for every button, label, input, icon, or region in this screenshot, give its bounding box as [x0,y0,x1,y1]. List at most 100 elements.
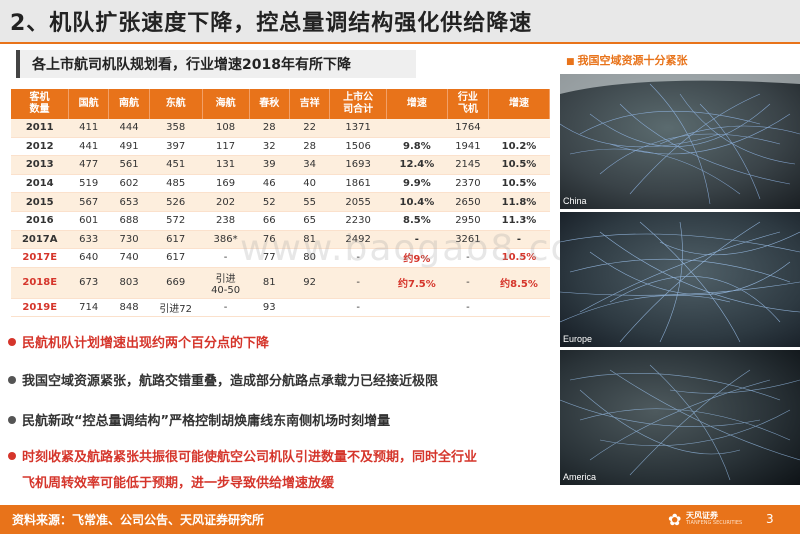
bullet-dot-icon [8,338,16,346]
row-label: 2011 [11,119,69,138]
column-header: 增速 [386,89,448,119]
table-cell: - [202,298,250,318]
table-cell: 1764 [447,119,489,138]
table-cell: 52 [249,192,290,212]
square-bullet-icon: ■ [566,57,575,67]
table-cell: 2950 [447,211,489,231]
table-cell: 10.5% [488,155,550,175]
europe-route-map: Europe [560,212,800,347]
table-row: 2015 567 653 526 202 52 55 2055 10.4% 2650 11.8% [11,192,550,212]
table-cell [289,298,330,318]
table-cell: 358 [149,119,203,138]
table-cell: 848 [108,298,150,318]
table-cell: 640 [68,248,109,268]
table-cell: 803 [108,267,150,299]
table-row: 2016 601 688 572 238 66 65 2230 8.5% 2950 11.3% [11,211,550,231]
company-logo: ✿ 天风证券 TIANFENG SECURITIES [668,509,758,530]
table-cell: 1693 [329,155,387,175]
table-cell: 451 [149,155,203,175]
table-cell: - [329,267,387,299]
map-caption: ■ 我国空域资源十分紧张 [566,52,688,68]
bullet-text: 我国空域资源紧张，航路交错重叠，造成部分航路点承载力已经接近极限 [22,374,439,389]
flower-logo-icon: ✿ [668,510,682,529]
table-cell: 202 [202,192,250,212]
table-cell [488,119,550,138]
table-row: 2011 411 444 358 108 28 22 1371 1764 [11,119,550,138]
table-cell: 3261 [447,230,489,250]
section-heading: 各上市航司机队规划看，行业增速2018年有所下降 [16,50,416,78]
bullet-dot-icon [8,452,16,460]
table-cell: 131 [202,155,250,175]
logo-name: 天风证券 [686,511,718,520]
table-cell: 77 [249,248,290,268]
table-cell: 602 [108,174,150,194]
table-cell [386,119,448,138]
table-cell: 8.5% [386,211,448,231]
table-cell: - [386,230,448,250]
table-cell: 740 [108,248,150,268]
table-cell: 80 [289,248,330,268]
table-cell: 22 [289,119,330,138]
table-cell: 617 [149,248,203,268]
column-header: 增速 [488,89,551,119]
table-cell: - [488,230,550,250]
table-cell: 117 [202,137,250,157]
row-label: 2019E [11,298,69,318]
table-cell: 653 [108,192,150,212]
table-cell: 2145 [447,155,489,175]
table-cell: 55 [289,192,330,212]
fleet-table: 客机 数量 国航 南航 东航 海航 春秋 吉祥 上市公 司合计 增速 行业 飞机 增速 2011 411 44… [11,89,551,318]
china-route-map: China [560,74,800,209]
table-cell: 2492 [329,230,387,250]
table-cell: 10.5% [488,174,550,194]
table-cell: 约7.5% [386,267,448,299]
bullet-item: 时刻收紧及航路紧张共振很可能使航空公司机队引进数量不及预期，同时全行业 [8,446,477,469]
table-cell: 约8.5% [488,267,550,299]
table-cell: 477 [68,155,109,175]
table-cell: 9.9% [386,174,448,194]
table-body: 2011 411 444 358 108 28 22 1371 1764 2012 441 491 39… [11,119,550,318]
table-cell: 65 [289,211,330,231]
map-caption-text: 我国空域资源十分紧张 [577,54,688,67]
table-cell: 491 [108,137,150,157]
table-cell: - [329,248,387,268]
table-row: 2018E 673 803 669 引进 40-50 81 92- 约7.5% - 约8.5% [11,267,550,299]
map-label-america: America [563,472,596,482]
table-cell [386,298,448,318]
table-cell: 601 [68,211,109,231]
table-cell: 66 [249,211,290,231]
table-cell: 12.4% [386,155,448,175]
table-cell: 2370 [447,174,489,194]
table-cell: 81 [289,230,330,250]
title-divider [0,42,800,44]
map-america: America [560,350,800,485]
table-cell: 688 [108,211,150,231]
table-cell: 669 [149,267,203,299]
logo-english: TIANFENG SECURITIES [686,520,743,526]
table-cell: 10.5% [488,248,550,268]
table-cell: - [447,298,489,318]
table-cell: 572 [149,211,203,231]
table-cell: - [447,267,489,299]
table-cell: 673 [68,267,109,299]
bullet-dot-icon [8,416,16,424]
table-cell: 1861 [329,174,387,194]
row-label: 2016 [11,211,69,231]
table-cell: 39 [249,155,290,175]
table-cell: 485 [149,174,203,194]
table-cell: 169 [202,174,250,194]
table-cell: 40 [289,174,330,194]
column-header: 客机 数量 [11,89,69,119]
title-bar: 2、机队扩张速度下降，控总量调结构强化供给降速 [0,0,800,42]
table-cell: 9.8% [386,137,448,157]
table-cell: 397 [149,137,203,157]
table-cell: 526 [149,192,203,212]
row-label: 2017A [11,230,69,250]
column-header: 行业 飞机 [447,89,489,119]
america-route-map: America [560,350,800,485]
map-label-china: China [563,196,587,206]
column-header: 海航 [202,89,250,119]
table-cell: 108 [202,119,250,138]
table-cell: 10.4% [386,192,448,212]
table-header-row: 客机 数量 国航 南航 东航 海航 春秋 吉祥 上市公 司合计 增速 行业 飞机 增速 [11,89,551,119]
